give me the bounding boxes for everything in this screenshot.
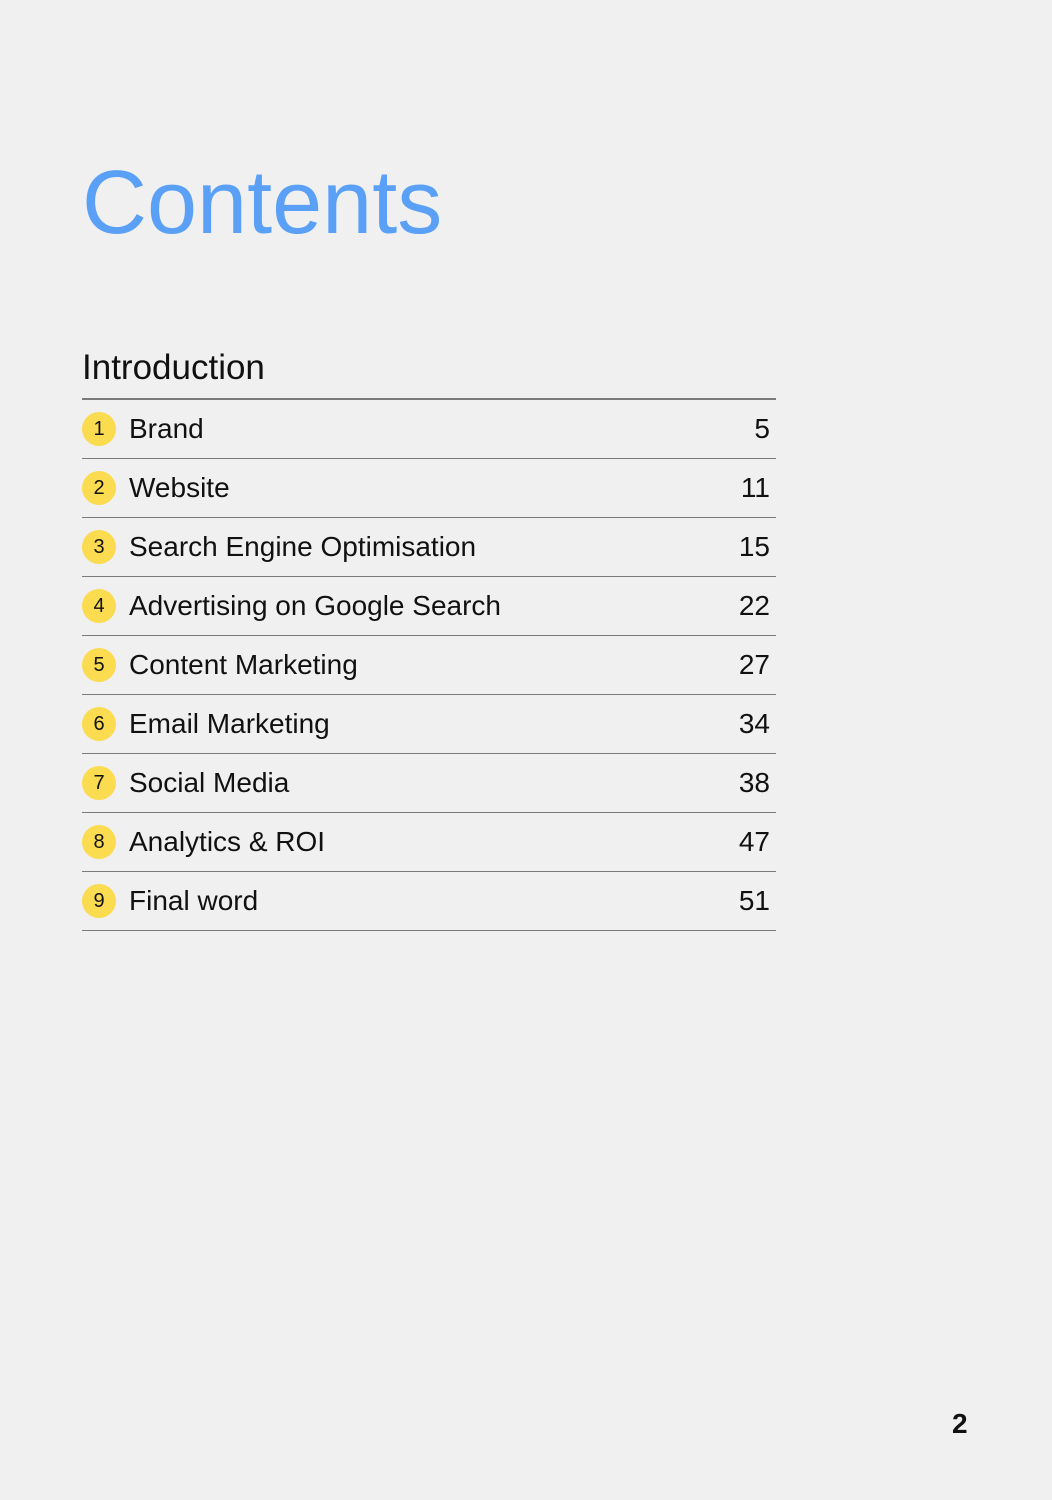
chapter-title: Advertising on Google Search: [129, 590, 501, 621]
chapter-number-badge: 8: [82, 825, 116, 859]
page-ref: 34: [738, 708, 770, 739]
chapter-number-badge: 4: [82, 589, 116, 623]
page-ref: 38: [738, 767, 770, 798]
toc-entry[interactable]: 2 Website 11: [82, 459, 776, 518]
chapter-number-badge: 3: [82, 530, 116, 564]
chapter-number-badge: 1: [82, 412, 116, 446]
toc-entry[interactable]: 9 Final word 51: [82, 872, 776, 931]
section-heading: Introduction: [82, 348, 265, 387]
page-ref: 11: [740, 472, 770, 503]
page-title: Contents: [82, 153, 443, 253]
toc-entry[interactable]: 4 Advertising on Google Search 22: [82, 577, 776, 636]
chapter-title: Social Media: [129, 767, 290, 798]
toc-entry[interactable]: 6 Email Marketing 34: [82, 695, 776, 754]
toc-entry[interactable]: 8 Analytics & ROI 47: [82, 813, 776, 872]
chapter-number-badge: 6: [82, 707, 116, 741]
toc-entry[interactable]: 1 Brand 5: [82, 400, 776, 459]
toc-entry[interactable]: 7 Social Media 38: [82, 754, 776, 813]
chapter-number-badge: 9: [82, 884, 116, 918]
chapter-number-badge: 2: [82, 471, 116, 505]
chapter-title: Email Marketing: [129, 708, 330, 739]
chapter-title: Content Marketing: [129, 649, 358, 680]
chapter-number-badge: 7: [82, 766, 116, 800]
page-ref: 27: [738, 649, 770, 680]
page-ref: 5: [754, 413, 770, 444]
page-ref: 22: [738, 590, 770, 621]
chapter-title: Search Engine Optimisation: [129, 531, 477, 562]
page-ref: 51: [738, 885, 770, 916]
table-of-contents: 1 Brand 5 2 Website 11 3 Search Engine Optimisa…: [82, 398, 776, 931]
chapter-title: Website: [129, 472, 230, 503]
chapter-title: Brand: [129, 413, 204, 444]
toc-entry[interactable]: 3 Search Engine Optimisation 15: [82, 518, 776, 577]
page-ref: 15: [738, 531, 770, 562]
page-ref: 47: [738, 826, 770, 857]
chapter-title: Final word: [129, 885, 259, 916]
chapter-number-badge: 5: [82, 648, 116, 682]
page-number: 2: [952, 1408, 968, 1439]
chapter-title: Analytics & ROI: [129, 826, 326, 857]
toc-entry[interactable]: 5 Content Marketing 27: [82, 636, 776, 695]
